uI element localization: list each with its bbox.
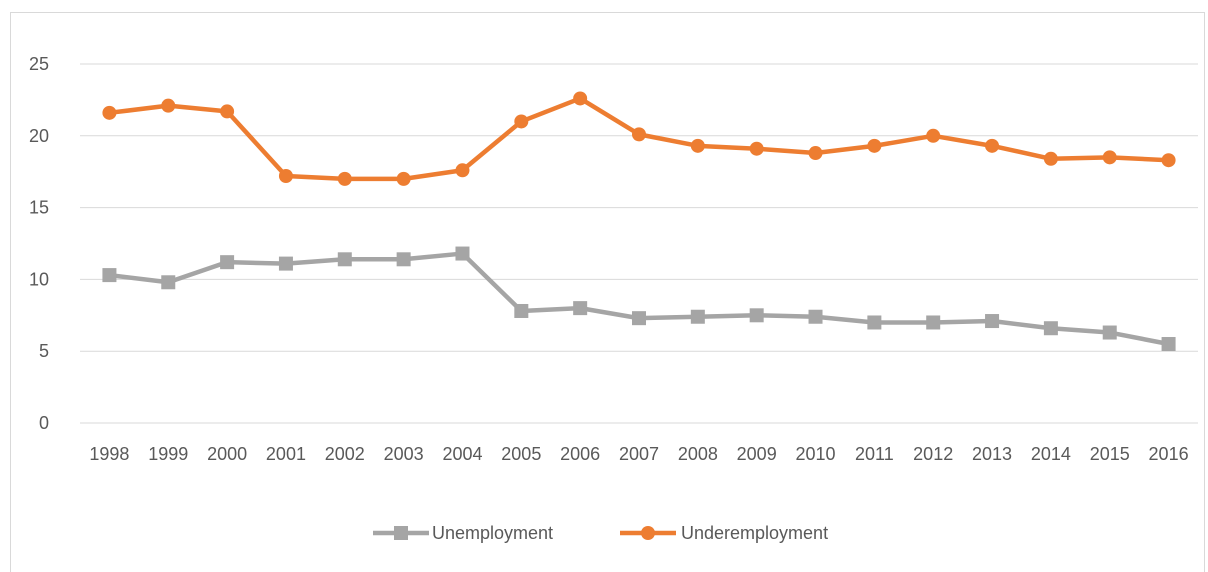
unemployment-line bbox=[109, 251, 1170, 347]
unemployment-point bbox=[1102, 325, 1117, 340]
x-tick-label: 2007 bbox=[619, 444, 659, 464]
underemployment-point bbox=[220, 104, 235, 119]
underemployment-point bbox=[396, 171, 411, 186]
x-tick-label: 2009 bbox=[737, 444, 777, 464]
y-tick-label: 10 bbox=[29, 269, 49, 289]
x-tick-label: 1999 bbox=[148, 444, 188, 464]
x-tick-label: 2002 bbox=[325, 444, 365, 464]
y-tick-label: 15 bbox=[29, 198, 49, 218]
underemployment-point bbox=[455, 163, 470, 178]
y-axis-ticks: 0 5 10 15 20 25 bbox=[29, 54, 49, 433]
underemployment-point bbox=[514, 114, 529, 129]
x-axis-ticks: 1998 1999 2000 2001 2002 2003 2004 2005 2006 2007… bbox=[89, 444, 1188, 464]
x-tick-label: 2004 bbox=[442, 444, 482, 464]
legend-square-marker bbox=[394, 526, 408, 540]
unemployment-point bbox=[455, 246, 470, 261]
y-tick-label: 20 bbox=[29, 126, 49, 146]
underemployment-point bbox=[690, 138, 705, 153]
underemployment-point bbox=[278, 169, 293, 184]
y-tick-label: 0 bbox=[39, 413, 49, 433]
unemployment-point bbox=[632, 311, 646, 326]
x-tick-label: 2005 bbox=[501, 444, 541, 464]
underemployment-point bbox=[926, 128, 941, 143]
x-tick-label: 1998 bbox=[89, 444, 129, 464]
legend-label: Underemployment bbox=[681, 523, 828, 543]
x-tick-label: 2016 bbox=[1149, 444, 1189, 464]
unemployment-point bbox=[102, 268, 117, 283]
x-tick-label: 2008 bbox=[678, 444, 718, 464]
unemployment-point bbox=[749, 308, 764, 323]
underemployment-point bbox=[808, 146, 823, 161]
unemployment-point bbox=[1043, 321, 1058, 336]
y-tick-label: 5 bbox=[39, 341, 49, 361]
x-tick-label: 2011 bbox=[855, 444, 894, 464]
x-tick-label: 2012 bbox=[913, 444, 953, 464]
unemployment-point bbox=[514, 303, 529, 318]
underemployment-point bbox=[161, 98, 176, 113]
x-tick-label: 2015 bbox=[1090, 444, 1130, 464]
x-tick-label: 2003 bbox=[384, 444, 424, 464]
chart-frame bbox=[10, 12, 1205, 572]
unemployment-point bbox=[808, 309, 823, 324]
unemployment-point bbox=[396, 252, 411, 267]
legend-circle-marker bbox=[641, 526, 655, 540]
x-tick-label: 2000 bbox=[207, 444, 247, 464]
x-tick-label: 2013 bbox=[972, 444, 1012, 464]
x-tick-label: 2010 bbox=[796, 444, 836, 464]
unemployment-point bbox=[1161, 337, 1176, 352]
unemployment-point bbox=[985, 314, 1000, 329]
legend-label: Unemployment bbox=[432, 523, 553, 543]
x-tick-label: 2006 bbox=[560, 444, 600, 464]
legend: Unemployment Underemployment bbox=[373, 523, 828, 543]
underemployment-point bbox=[1161, 153, 1176, 168]
unemployment-point bbox=[867, 315, 882, 330]
underemployment-point bbox=[1043, 151, 1058, 166]
y-tick-label: 25 bbox=[29, 54, 49, 74]
unemployment-point bbox=[573, 301, 588, 316]
unemployment-point bbox=[278, 256, 293, 271]
underemployment-point bbox=[867, 138, 882, 153]
x-tick-label: 2014 bbox=[1031, 444, 1071, 464]
underemployment-point bbox=[632, 127, 646, 142]
underemployment-point bbox=[749, 141, 764, 156]
unemployment-point bbox=[161, 275, 176, 290]
underemployment-point bbox=[985, 138, 1000, 153]
unemployment-point bbox=[220, 255, 235, 270]
legend-item-underemployment: Underemployment bbox=[620, 523, 828, 543]
underemployment-point bbox=[573, 91, 588, 106]
underemployment-point bbox=[337, 171, 352, 186]
gridlines bbox=[80, 63, 1198, 424]
unemployment-point bbox=[926, 315, 941, 330]
unemployment-point bbox=[690, 309, 705, 324]
underemployment-point bbox=[102, 105, 117, 120]
unemployment-point bbox=[337, 252, 352, 267]
legend-item-unemployment: Unemployment bbox=[373, 523, 553, 543]
underemployment-point bbox=[1102, 150, 1117, 165]
x-tick-label: 2001 bbox=[266, 444, 306, 464]
series-layer bbox=[102, 91, 1176, 352]
